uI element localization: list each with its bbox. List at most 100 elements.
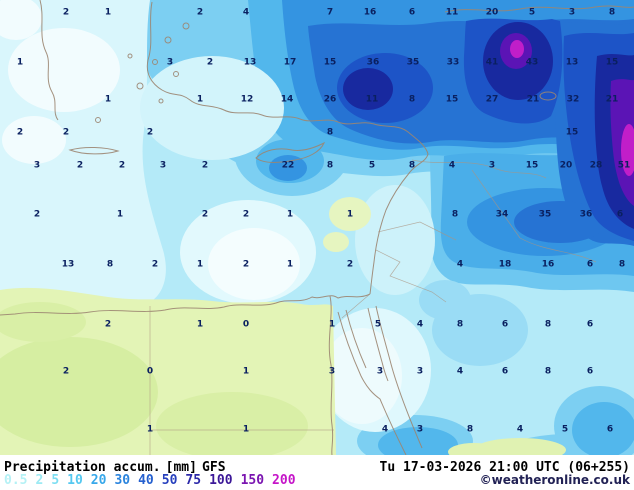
coastlines (0, 0, 634, 455)
timestamp: Tu 17-03-2026 21:00 UTC (06+255) (379, 460, 630, 475)
legend-row-bottom: 0.5 2 5 10 20 30 40 50 75 100 150 200 ©weatheronlin… (4, 473, 630, 490)
map-value: 6 (408, 7, 416, 18)
map-value: 3 (166, 57, 174, 68)
scale-value: 0.5 (4, 473, 28, 488)
precipitation-map: 2 1 2 4 7 16 6 11 20 5 3 8 1 3 2 13 17 15 36 35 33 41 43 13 15 1 1… (0, 0, 634, 455)
map-value: 3 (488, 160, 496, 171)
legend-title: Precipitation accum. (4, 460, 161, 475)
map-value: 8 (466, 424, 474, 435)
map-value: 2 (33, 209, 41, 220)
legend-unit: [mm] (165, 460, 197, 475)
map-value: 5 (561, 424, 569, 435)
scale-value: 75 (185, 473, 202, 488)
map-value: 27 (485, 94, 499, 105)
map-value: 1 (196, 259, 204, 270)
map-value: 5 (374, 319, 382, 330)
map-value: 2 (16, 127, 24, 138)
map-value: 26 (323, 94, 337, 105)
map-value: 6 (586, 259, 594, 270)
map-graphic (0, 0, 634, 455)
map-value: 8 (106, 259, 114, 270)
map-value: 32 (566, 94, 580, 105)
map-value: 1 (286, 259, 294, 270)
scale-value: 2 (35, 473, 44, 488)
map-value: 8 (544, 319, 552, 330)
map-value: 5 (368, 160, 376, 171)
map-value: 51 (617, 160, 631, 171)
map-value: 1 (116, 209, 124, 220)
map-value: 2 (118, 160, 126, 171)
map-value: 13 (243, 57, 257, 68)
map-value: 1 (328, 319, 336, 330)
map-value: 2 (104, 319, 112, 330)
map-value: 15 (323, 57, 337, 68)
map-value: 3 (376, 366, 384, 377)
map-value: 6 (501, 366, 509, 377)
map-value: 2 (62, 366, 70, 377)
copyright-link[interactable]: ©weatheronline.co.uk (479, 473, 630, 487)
map-value: 1 (286, 209, 294, 220)
map-value: 6 (586, 319, 594, 330)
map-value: 2 (62, 7, 70, 18)
map-value: 36 (366, 57, 380, 68)
map-value: 4 (456, 366, 464, 377)
map-value: 1 (346, 209, 354, 220)
map-value: 8 (544, 366, 552, 377)
map-value: 21 (526, 94, 540, 105)
map-value: 2 (146, 127, 154, 138)
map-value: 33 (446, 57, 460, 68)
map-value: 6 (606, 424, 614, 435)
precip-field (0, 0, 634, 455)
scale-value: 150 (240, 473, 265, 488)
map-value: 2 (201, 209, 209, 220)
legend-bar: Precipitation accum. [mm] GFS Tu 17-03-2… (0, 455, 634, 490)
map-value: 34 (495, 209, 509, 220)
map-value: 1 (242, 424, 250, 435)
map-value: 2 (196, 7, 204, 18)
map-value: 6 (586, 366, 594, 377)
map-value: 8 (456, 319, 464, 330)
map-value: 3 (328, 366, 336, 377)
map-value: 2 (242, 209, 250, 220)
legend-row-top: Precipitation accum. [mm] GFS Tu 17-03-2… (4, 456, 630, 475)
map-value: 2 (76, 160, 84, 171)
map-value: 1 (196, 319, 204, 330)
map-value: 41 (485, 57, 499, 68)
map-value: 1 (242, 366, 250, 377)
map-values-layer: 2 1 2 4 7 16 6 11 20 5 3 8 1 3 2 13 17 15 36 35 33 41 43 13 15 1 1… (16, 7, 631, 435)
scale-value: 20 (90, 473, 107, 488)
scale-value: 5 (51, 473, 60, 488)
scale-value: 200 (272, 473, 296, 488)
scale-value: 50 (161, 473, 178, 488)
map-value: 8 (608, 7, 616, 18)
map-value: 4 (381, 424, 389, 435)
map-value: 8 (618, 259, 626, 270)
country-borders (149, 159, 597, 455)
map-value: 4 (516, 424, 524, 435)
map-value: 8 (451, 209, 459, 220)
map-value: 3 (33, 160, 41, 171)
map-value: 1 (196, 94, 204, 105)
map-value: 6 (501, 319, 509, 330)
map-value: 15 (565, 127, 579, 138)
map-value: 5 (528, 7, 536, 18)
scale-value: 40 (138, 473, 154, 488)
scale-value: 30 (114, 473, 131, 488)
map-value: 15 (525, 160, 539, 171)
map-value: 18 (498, 259, 512, 270)
map-value: 4 (416, 319, 424, 330)
map-value: 15 (445, 94, 459, 105)
map-value: 2 (201, 160, 209, 171)
map-value: 28 (589, 160, 603, 171)
map-value: 2 (242, 259, 250, 270)
map-value: 4 (448, 160, 456, 171)
map-value: 22 (281, 160, 295, 171)
map-value: 15 (605, 57, 619, 68)
scale-value: 100 (209, 473, 233, 488)
map-value: 13 (61, 259, 75, 270)
map-value: 21 (605, 94, 619, 105)
map-value: 3 (416, 366, 424, 377)
map-value: 13 (565, 57, 579, 68)
map-value: 12 (240, 94, 254, 105)
